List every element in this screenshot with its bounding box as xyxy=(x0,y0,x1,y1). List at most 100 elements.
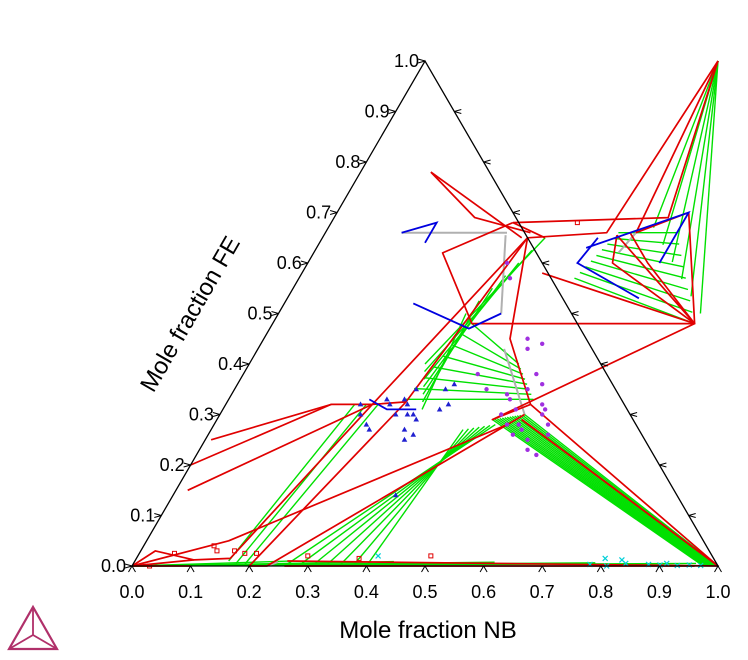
data-point-blue xyxy=(363,421,370,427)
y-tick-label: 0.3 xyxy=(189,405,214,425)
invariant-line xyxy=(617,232,637,254)
tie-line xyxy=(228,403,356,562)
phase-boundary-line xyxy=(430,171,531,234)
data-point-violet xyxy=(534,371,539,377)
data-point-violet xyxy=(525,346,530,352)
x-tick-mark xyxy=(186,565,192,573)
x-tick-mark xyxy=(362,565,367,573)
x-tick-mark xyxy=(483,565,488,573)
data-point-violet xyxy=(540,341,545,346)
tie-line xyxy=(499,417,708,567)
data-point-violet xyxy=(534,452,539,458)
x-tick-mark xyxy=(128,565,133,573)
y-tick-label: 0.2 xyxy=(160,455,185,475)
right-tick-mark xyxy=(454,111,462,114)
tie-line xyxy=(501,417,709,567)
tie-line xyxy=(242,403,379,567)
right-tick-mark xyxy=(629,412,638,415)
data-point-violet xyxy=(525,437,530,442)
tie-line xyxy=(612,237,680,245)
tie-line-layer xyxy=(131,60,719,567)
phase-boundary-line xyxy=(131,403,373,567)
y-tick-label: 0.1 xyxy=(130,506,155,526)
x-tick-mark xyxy=(596,565,602,573)
data-point-blue xyxy=(384,396,390,402)
tie-line xyxy=(423,377,530,390)
y-tick-mark xyxy=(329,212,338,215)
data-point-blue xyxy=(401,396,408,402)
phase-boundary-line xyxy=(187,403,373,492)
x-tick-label: 0.4 xyxy=(354,582,379,602)
data-point-violet xyxy=(504,260,510,266)
x-tick-mark xyxy=(538,565,543,573)
y-axis-ticks: 0.0 0.1 0.2 0.3 0.4 0.5 0.6 0.7 0.8 0.9 1.0 xyxy=(101,51,696,576)
data-point-cyan xyxy=(622,560,629,567)
data-point-cyan xyxy=(375,552,382,559)
x-tick-mark xyxy=(131,565,136,573)
y-tick-mark xyxy=(417,60,426,64)
x-tick-label: 0.3 xyxy=(295,582,320,602)
x-tick-mark xyxy=(717,565,722,573)
data-point-red xyxy=(428,553,434,559)
y-tick-label: 0.5 xyxy=(247,304,272,324)
data-point-red xyxy=(232,548,238,554)
data-point-violet xyxy=(545,422,551,427)
x-tick-mark xyxy=(658,565,664,573)
data-point-violet xyxy=(507,397,513,402)
phase-boundary-line xyxy=(190,403,332,466)
tie-line xyxy=(311,425,486,567)
tie-line xyxy=(338,427,475,567)
tie-line xyxy=(494,418,705,567)
tie-line xyxy=(471,323,520,365)
tie-line xyxy=(283,424,496,567)
data-point-blue xyxy=(413,416,420,422)
x-tick-mark xyxy=(190,565,195,573)
tie-line xyxy=(421,300,480,403)
x-tick-mark xyxy=(541,565,547,573)
tie-line xyxy=(461,333,522,370)
data-point-blue xyxy=(404,401,411,407)
y-tick-mark xyxy=(154,513,162,516)
x-tick-label: 0.2 xyxy=(237,582,262,602)
tie-line xyxy=(414,387,532,395)
x-tick-mark xyxy=(307,565,312,573)
data-point-blue xyxy=(357,411,364,417)
right-tick-mark xyxy=(454,109,462,112)
right-tick-mark xyxy=(483,159,491,163)
data-point-blue xyxy=(445,401,452,407)
phase-boundary-line xyxy=(527,60,719,239)
phase-boundary-line xyxy=(441,221,696,325)
data-point-violet xyxy=(545,432,551,437)
y-tick-mark xyxy=(329,210,338,213)
data-point-blue xyxy=(410,411,417,417)
x-tick-mark xyxy=(655,565,660,573)
tie-line xyxy=(324,426,480,567)
data-point-red xyxy=(254,550,260,556)
liquidus-boundary-line xyxy=(368,398,417,411)
data-point-blue xyxy=(387,401,393,407)
tie-line xyxy=(690,60,719,297)
data-point-violet xyxy=(540,402,545,407)
tie-line xyxy=(596,254,686,279)
y-tick-mark xyxy=(417,58,426,62)
data-point-blue xyxy=(392,411,399,417)
tie-line xyxy=(590,260,689,291)
data-point-blue xyxy=(404,411,411,417)
x-tick-mark xyxy=(714,565,719,573)
phase-boundary-line xyxy=(131,423,508,567)
data-point-violet xyxy=(504,392,510,397)
x-tick-mark xyxy=(303,565,309,573)
phase-boundary-line xyxy=(509,237,532,405)
x-axis-ticks: 0.0 0.1 0.2 0.3 0.4 0.5 0.6 0.7 0.8 0.9 1.0 xyxy=(119,565,731,602)
liquidus-boundary-line xyxy=(576,237,640,300)
phase-boundary-line xyxy=(131,550,195,567)
phase-boundary-line xyxy=(512,221,546,239)
phase-boundary-line xyxy=(512,60,719,224)
right-tick-mark xyxy=(571,313,579,316)
liquidus-boundary-layer xyxy=(368,210,691,411)
y-tick-mark xyxy=(359,161,367,165)
right-tick-mark xyxy=(600,361,608,365)
tie-line xyxy=(585,266,691,302)
x-tick-mark xyxy=(245,565,250,573)
